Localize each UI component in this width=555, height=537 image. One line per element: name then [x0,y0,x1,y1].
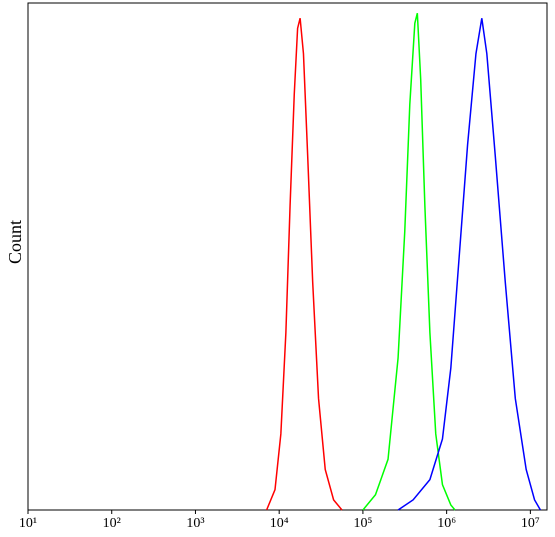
x-tick-label: 10¹ [19,516,37,531]
x-tick-label: 10⁵ [353,516,372,531]
histogram-line [265,18,343,511]
histogram-line [397,18,542,511]
histogram-line [362,12,456,511]
y-axis-label: Count [5,220,25,264]
x-tick-label: 10⁷ [521,516,540,531]
x-tick-label: 10⁶ [437,516,456,531]
x-tick-label: 10³ [186,516,204,531]
x-tick-label: 10⁴ [270,516,289,531]
x-tick-label: 10² [103,516,121,531]
plot-frame [27,2,548,511]
